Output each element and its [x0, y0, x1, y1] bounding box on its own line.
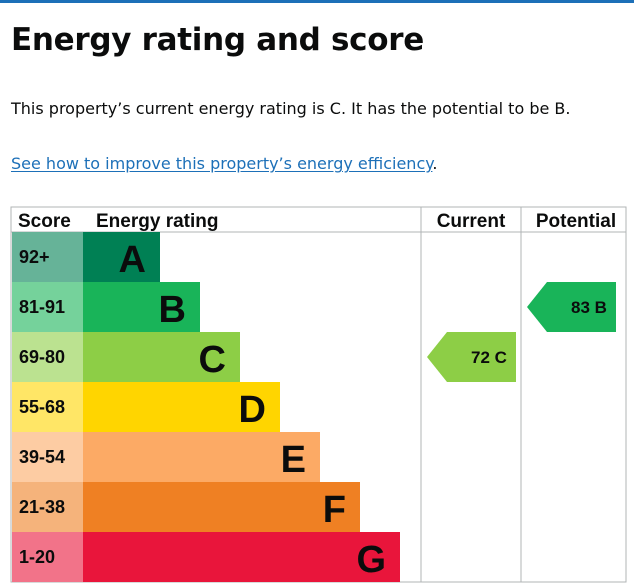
- score-range: 39-54: [19, 447, 65, 467]
- rating-bar: [83, 432, 320, 482]
- rating-bar: [83, 382, 280, 432]
- improve-efficiency-link[interactable]: See how to improve this property’s energ…: [11, 154, 433, 173]
- rating-band-c: 69-80 C: [12, 332, 240, 382]
- rating-arrows: 72 C 83 B: [427, 282, 616, 382]
- potential-rating-arrow-label: 83 B: [571, 298, 607, 317]
- rating-bar: [83, 332, 240, 382]
- rating-letter: B: [159, 289, 186, 331]
- score-range: 81-91: [19, 297, 65, 317]
- rating-bar: [83, 532, 400, 582]
- rating-bands: 92+ A 81-91 B 69-80 C 55-68 D 39-54 E 21-38 F 1-20 G: [12, 232, 400, 582]
- rating-band-e: 39-54 E: [12, 432, 320, 482]
- score-cell: [12, 482, 83, 532]
- top-rule: [0, 0, 634, 3]
- rating-band-f: 21-38 F: [12, 482, 360, 532]
- rating-band-d: 55-68 D: [12, 382, 280, 432]
- rating-bar: [83, 482, 360, 532]
- rating-band-a: 92+ A: [12, 232, 160, 282]
- rating-letter: C: [199, 339, 226, 381]
- rating-summary: This property’s current energy rating is…: [11, 99, 571, 118]
- chart-headers: Score Energy rating Current Potential: [18, 211, 616, 232]
- current-rating-arrow: 72 C: [427, 332, 516, 382]
- rating-bar: [83, 232, 160, 282]
- score-cell: [12, 432, 83, 482]
- rating-letter: A: [119, 239, 146, 281]
- rating-bar: [83, 282, 200, 332]
- header-current: Current: [437, 211, 506, 232]
- score-cell: [12, 532, 83, 582]
- rating-letter: F: [323, 489, 346, 531]
- rating-letter: D: [239, 389, 266, 431]
- score-cell: [12, 382, 83, 432]
- rating-letter: E: [281, 439, 306, 481]
- link-suffix: .: [432, 154, 438, 173]
- current-rating-arrow-shape: [427, 332, 516, 382]
- score-cell: [12, 332, 83, 382]
- rating-letter: G: [356, 539, 386, 581]
- current-rating-arrow-label: 72 C: [471, 348, 507, 367]
- rating-band-g: 1-20 G: [12, 532, 400, 582]
- score-cell: [12, 282, 83, 332]
- page-title: Energy rating and score: [11, 22, 424, 58]
- score-cell: [12, 232, 83, 282]
- header-potential: Potential: [536, 211, 616, 232]
- header-score: Score: [18, 211, 71, 232]
- score-range: 55-68: [19, 397, 65, 417]
- score-range: 21-38: [19, 497, 65, 517]
- improve-link-line: See how to improve this property’s energ…: [11, 154, 438, 173]
- score-range: 92+: [19, 247, 50, 267]
- header-energy-rating: Energy rating: [96, 211, 218, 232]
- potential-rating-arrow: 83 B: [527, 282, 616, 332]
- potential-rating-arrow-shape: [527, 282, 616, 332]
- score-range: 69-80: [19, 347, 65, 367]
- rating-band-b: 81-91 B: [12, 282, 200, 332]
- score-range: 1-20: [19, 547, 55, 567]
